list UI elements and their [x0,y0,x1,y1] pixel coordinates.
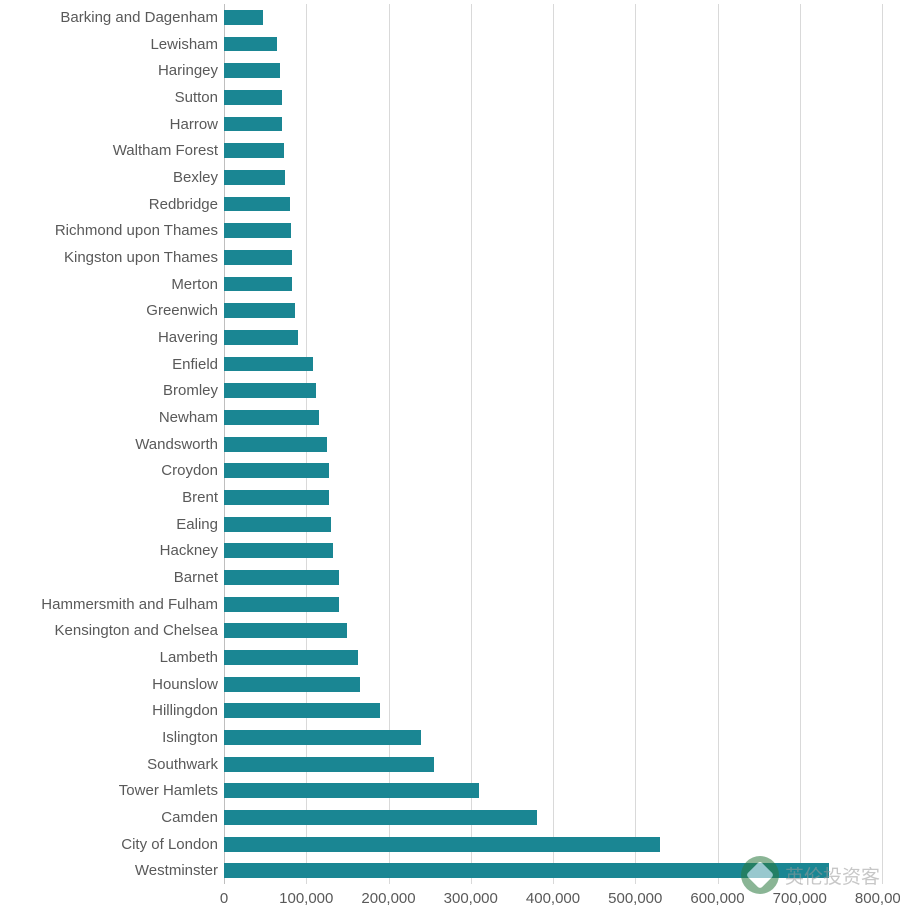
x-gridline [800,4,801,884]
bar [224,863,829,878]
y-tick-label: Wandsworth [135,437,224,452]
bar [224,783,479,798]
bar [224,117,282,132]
bar [224,10,263,25]
bar [224,570,339,585]
y-tick-label: Redbridge [149,197,224,212]
x-gridline [389,4,390,884]
y-tick-label: Tower Hamlets [119,783,224,798]
y-tick-label: Harrow [170,117,224,132]
y-tick-label: Bexley [173,170,224,185]
bar [224,517,331,532]
y-tick-label: Kensington and Chelsea [55,623,224,638]
bar [224,357,313,372]
y-tick-label: Havering [158,330,224,345]
bar [224,650,358,665]
bar [224,250,292,265]
bar [224,730,421,745]
y-tick-label: Waltham Forest [113,143,224,158]
y-tick-label: Hounslow [152,677,224,692]
x-gridline [718,4,719,884]
bar [224,463,329,478]
bar [224,223,291,238]
bar [224,703,380,718]
bar [224,437,327,452]
x-tick-label: 500,000 [608,884,662,907]
chart-container: 0 100,000 200,000 300,000 400,000 500,000 600,… [0,4,900,914]
watermark-logo-inner [746,861,774,889]
bar [224,410,319,425]
x-tick-label: 100,000 [279,884,333,907]
x-tick-label: 600,000 [690,884,744,907]
plot-area: 0100,000200,000300,000400,000500,000600,… [224,4,882,884]
y-tick-label: Barking and Dagenham [60,10,224,25]
bar [224,143,284,158]
watermark: 英伦投资客 [741,856,880,894]
x-tick-label: 400,000 [526,884,580,907]
y-tick-label: Westminster [135,863,224,878]
bar [224,383,316,398]
y-tick-label: Haringey [158,63,224,78]
x-gridline [882,4,883,884]
bar [224,757,434,772]
y-tick-label: Lewisham [150,37,224,52]
y-tick-label: Croydon [161,463,224,478]
watermark-logo [741,856,779,894]
x-gridline [635,4,636,884]
bar [224,303,295,318]
y-tick-label: Greenwich [146,303,224,318]
bar [224,810,537,825]
y-tick-label: Hackney [160,543,224,558]
bar [224,597,339,612]
y-tick-label: Ealing [176,517,224,532]
y-tick-label: Merton [171,277,224,292]
bar [224,90,282,105]
bar [224,197,290,212]
y-tick-label: City of London [121,837,224,852]
bar [224,837,660,852]
bar [224,543,333,558]
bar [224,37,277,52]
bar [224,623,347,638]
y-tick-label: Bromley [163,383,224,398]
y-tick-label: Kingston upon Thames [64,250,224,265]
y-tick-label: Enfield [172,357,224,372]
y-tick-label: Brent [182,490,224,505]
bar [224,277,292,292]
bar [224,63,280,78]
y-tick-label: Southwark [147,757,224,772]
x-tick-label: 300,000 [444,884,498,907]
bar [224,677,360,692]
y-tick-label: Hillingdon [152,703,224,718]
x-tick-label: 200,000 [361,884,415,907]
y-tick-label: Sutton [175,90,224,105]
y-tick-label: Islington [162,730,224,745]
bar [224,490,329,505]
y-tick-label: Barnet [174,570,224,585]
bar [224,330,298,345]
y-tick-label: Lambeth [160,650,224,665]
y-tick-label: Hammersmith and Fulham [41,597,224,612]
y-tick-label: Newham [159,410,224,425]
x-tick-label: 0 [220,884,228,907]
bar [224,170,285,185]
x-gridline [553,4,554,884]
x-gridline [471,4,472,884]
y-tick-label: Camden [161,810,224,825]
watermark-text: 英伦投资客 [785,862,880,889]
y-tick-label: Richmond upon Thames [55,223,224,238]
